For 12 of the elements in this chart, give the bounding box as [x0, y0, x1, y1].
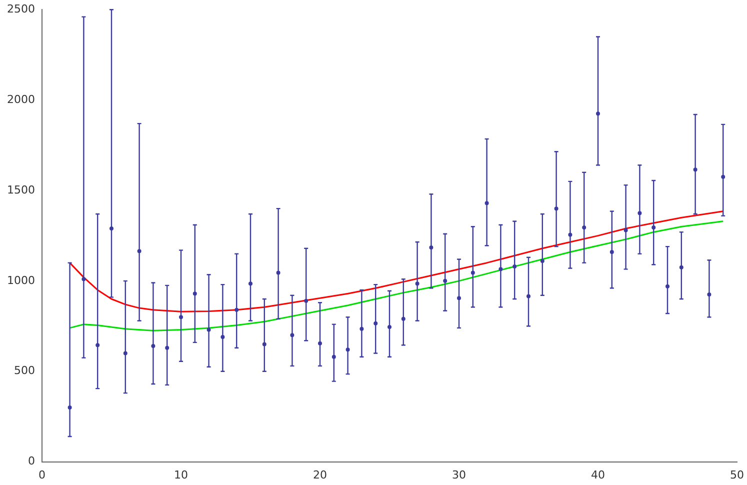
y-tick-label: 2500 [6, 2, 35, 16]
x-tick-label: 10 [174, 468, 188, 482]
x-tick-label: 20 [312, 468, 327, 482]
y-tick-label: 1500 [6, 183, 35, 196]
x-tick-label: 0 [38, 468, 46, 482]
y-tick-label: 1000 [6, 274, 35, 287]
y-tick-label: 500 [14, 364, 35, 378]
x-tick-label: 30 [452, 468, 466, 482]
y-tick-label: 2000 [6, 92, 35, 106]
x-tick-label: 40 [591, 468, 605, 482]
x-tick-label: 50 [730, 468, 744, 482]
y-tick-label: 0 [28, 454, 35, 468]
